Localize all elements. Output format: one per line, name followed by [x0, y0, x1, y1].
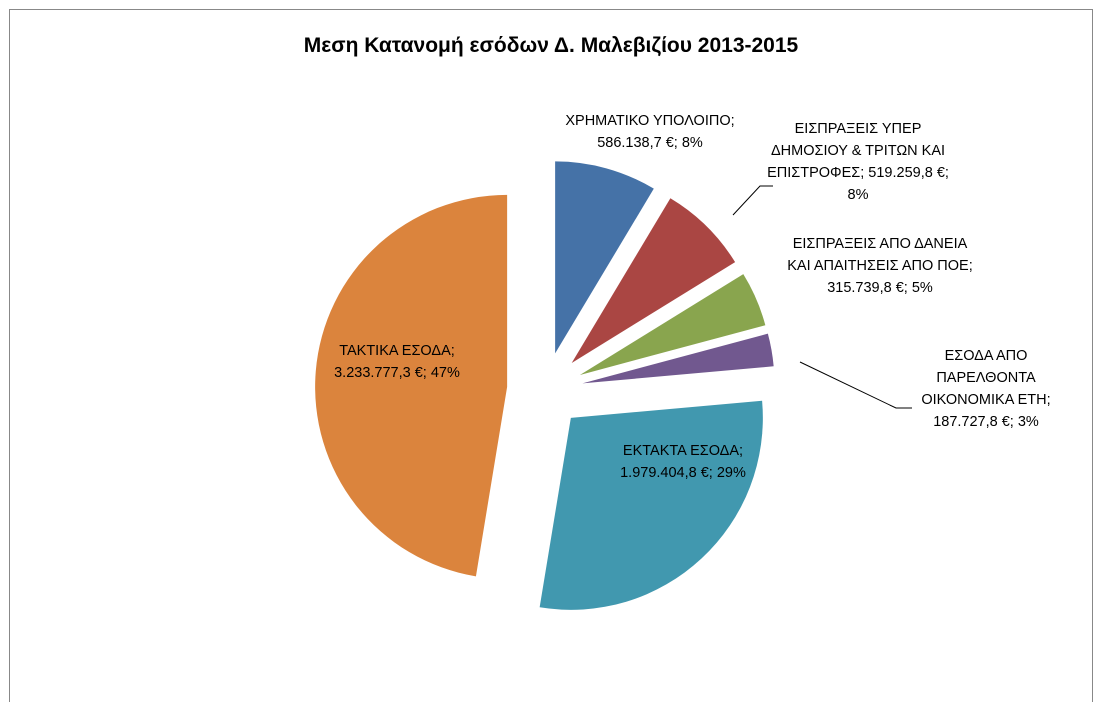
pie-slice — [582, 333, 774, 384]
pie-slice — [315, 194, 508, 577]
label-value: ; 315.739,8 €; 5% — [827, 258, 973, 296]
chart-title: Μεση Κατανομή εσόδων Δ. Μαλεβιζίου 2013-… — [303, 34, 799, 57]
pie-slice — [555, 161, 654, 354]
data-label: ΤΑΚΤΙΚΑ ΕΣΟΔΑ; 3.233.777,3 €; 47% — [307, 340, 487, 384]
leader-line — [732, 185, 773, 216]
pie-slice — [539, 400, 763, 610]
label-category: ΤΑΚΤΙΚΑ ΕΣΟΔΑ — [339, 343, 451, 359]
data-label: ΕΚΤΑΚΤΑ ΕΣΟΔΑ; 1.979.404,8 €; 29% — [588, 440, 778, 484]
label-value: ; 519.259,8 €; 8% — [847, 165, 949, 203]
label-category: ΕΚΤΑΚΤΑ ΕΣΟΔΑ — [622, 443, 740, 459]
data-label: ΕΣΟΔΑ ΑΠΟ ΠΑΡΕΛΘΟΝΤΑ ΟΙΚΟΝΟΜΙΚΑ ΕΤΗ; 187… — [896, 345, 1076, 433]
label-category: ΕΣΟΔΑ ΑΠΟ ΠΑΡΕΛΘΟΝΤΑ ΟΙΚΟΝΟΜΙΚΑ ΕΤΗ — [921, 348, 1047, 408]
data-label: ΧΡΗΜΑΤΙΚΟ ΥΠΟΛΟΙΠΟ; 586.138,7 €; 8% — [550, 110, 750, 154]
label-value: ; 586.138,7 €; 8% — [597, 113, 735, 151]
pie-slice — [571, 198, 736, 363]
data-label: ΕΙΣΠΡΑΞΕΙΣ ΥΠΕΡ ΔΗΜΟΣΙΟΥ & ΤΡΙΤΩΝ ΚΑΙ ΕΠ… — [763, 118, 953, 206]
label-value: ; 3.233.777,3 €; 47% — [334, 343, 460, 381]
frame — [9, 9, 1093, 702]
data-label: ΕΙΣΠΡΑΞΕΙΣ ΑΠΟ ΔΑΝΕΙΑ ΚΑΙ ΑΠΑΙΤΗΣΕΙΣ ΑΠΟ… — [780, 233, 980, 299]
label-value: ; 1.979.404,8 €; 29% — [620, 443, 746, 481]
label-category: ΕΙΣΠΡΑΞΕΙΣ ΑΠΟ ΔΑΝΕΙΑ ΚΑΙ ΑΠΑΙΤΗΣΕΙΣ ΑΠΟ… — [787, 236, 969, 274]
leader-line — [799, 361, 912, 409]
label-value: ; 187.727,8 €; 3% — [933, 392, 1051, 430]
label-category: ΧΡΗΜΑΤΙΚΟ ΥΠΟΛΟΙΠΟ — [565, 113, 731, 129]
label-category: ΕΙΣΠΡΑΞΕΙΣ ΥΠΕΡ ΔΗΜΟΣΙΟΥ & ΤΡΙΤΩΝ ΚΑΙ ΕΠ… — [767, 121, 946, 181]
pie-slice — [579, 274, 766, 375]
